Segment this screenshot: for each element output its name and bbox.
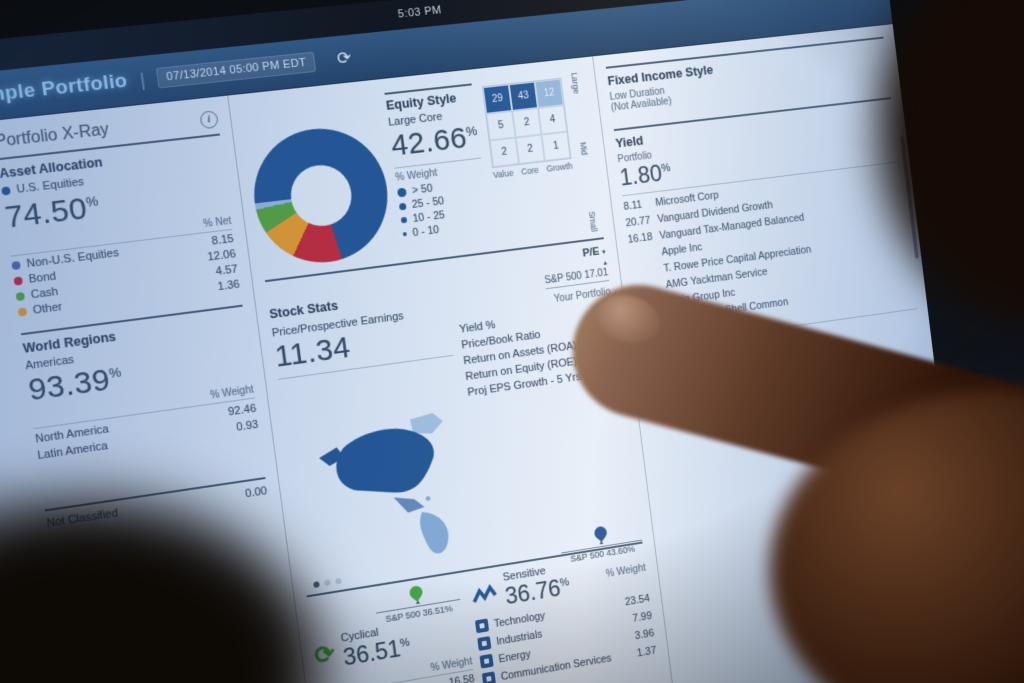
legend-dot (396, 187, 407, 198)
pe-benchmark[interactable]: P/E ▾ ▴ S&P 500 17.01 (541, 245, 610, 290)
communication-services-icon (481, 671, 496, 683)
map-south-america (418, 508, 451, 556)
info-icon[interactable]: i (199, 109, 219, 129)
refresh-icon[interactable]: ⟳ (335, 47, 353, 69)
as-of-timestamp: 07/13/2014 05:00 PM EDT (155, 51, 317, 89)
allocation-dot (11, 260, 21, 271)
sensitive-weight-header: % Weight (605, 562, 647, 580)
xray-content: Portfolio X-Ray i Asset Allocation U.S. … (0, 24, 972, 683)
app-title: Sample Portfolio (0, 70, 129, 110)
sensitive-zigzag-icon (470, 583, 498, 607)
status-time: 5:03 PM (397, 4, 443, 21)
map-north-america (332, 423, 439, 502)
allocation-dot (17, 307, 28, 317)
industrials-icon (477, 636, 492, 651)
utilities-icon (643, 363, 658, 378)
legend-dot (398, 202, 407, 211)
style-box-grid: 29 43 12 5 2 4 2 2 1 (481, 77, 572, 169)
tablet-screen: 5:03 PM Sample Portfolio | 07/13/2014 05… (0, 0, 972, 683)
sort-caret-icons[interactable]: ▾ ▴ (601, 248, 608, 267)
energy-icon (479, 653, 494, 669)
map-central-america (393, 493, 425, 515)
title-separator: | (138, 68, 147, 90)
weight-legend: % Weight > 50 25 - 50 10 - 25 0 - 10 (394, 167, 446, 240)
not-classified-row: Not Classified 0.00 (45, 485, 268, 531)
allocation-dot (13, 276, 24, 286)
allocation-dot (15, 291, 26, 302)
stock-stats-heading: Stock Stats (268, 298, 339, 322)
sector-card-cyclical[interactable]: ▴ S&P 500 36.51% ⟳ Cyclical 36.51% (308, 579, 480, 683)
sector-card-sensitive[interactable]: ▴ S&P 500 43.60% Sensitive 36.76 (461, 524, 661, 683)
technology-icon (474, 618, 490, 634)
us-equities-dot (1, 186, 11, 196)
style-box: 29 43 12 5 2 4 2 2 1 Value (481, 72, 604, 240)
cyclical-icon: ⟳ (312, 639, 337, 670)
asset-allocation-donut-chart[interactable] (246, 121, 396, 271)
legend-dot (402, 231, 408, 237)
legend-dot (400, 216, 408, 224)
